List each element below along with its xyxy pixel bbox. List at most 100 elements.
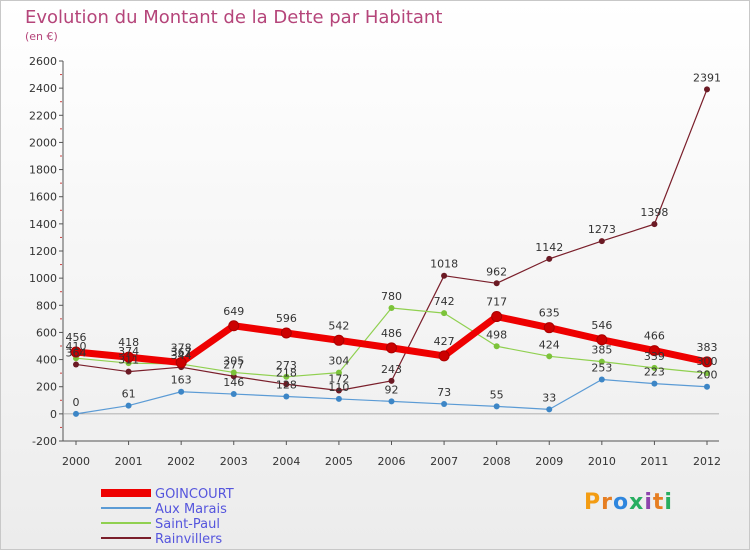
data-label-aux-marais: 128 xyxy=(276,378,297,391)
data-point-goincourt xyxy=(701,356,713,368)
data-point-rainvillers xyxy=(335,387,342,394)
data-point-saint-paul xyxy=(704,370,710,377)
data-point-saint-paul xyxy=(230,369,237,376)
data-label-saint-paul: 498 xyxy=(486,328,507,341)
y-tick-label: 200 xyxy=(36,381,57,394)
x-tick-label: 2003 xyxy=(220,455,248,468)
x-tick-label: 2009 xyxy=(535,455,563,468)
data-point-rainvillers xyxy=(598,238,605,245)
data-point-rainvillers xyxy=(651,221,658,228)
data-label-aux-marais: 163 xyxy=(171,374,192,387)
data-label-saint-paul: 410 xyxy=(66,340,87,353)
data-point-goincourt xyxy=(543,322,555,334)
data-label-aux-marais: 55 xyxy=(490,388,504,401)
data-label-saint-paul: 304 xyxy=(328,355,349,368)
data-point-aux-marais xyxy=(283,393,290,400)
data-label-saint-paul: 780 xyxy=(381,290,402,303)
y-tick-label: 800 xyxy=(36,299,57,312)
data-label-goincourt: 378 xyxy=(171,342,192,355)
data-point-saint-paul xyxy=(493,343,500,350)
x-axis-ticks: 2000 2001 2002 2003 2004 2005 2006 2007 2008 2009… xyxy=(62,441,721,468)
logo-letter: r xyxy=(601,490,613,515)
data-label-aux-marais: 223 xyxy=(644,366,665,379)
logo-letter: i xyxy=(664,490,673,515)
data-point-aux-marais xyxy=(125,402,132,409)
data-point-goincourt xyxy=(280,327,292,339)
data-label-goincourt: 486 xyxy=(381,327,402,340)
data-label-aux-marais: 200 xyxy=(697,369,718,382)
data-point-goincourt xyxy=(438,350,450,362)
data-point-saint-paul xyxy=(388,305,395,311)
legend-label-aux-marais: Aux Marais xyxy=(155,502,227,517)
data-point-aux-marais xyxy=(388,398,395,405)
data-label-aux-marais: 61 xyxy=(122,388,136,401)
y-tick-label: 1200 xyxy=(29,245,57,258)
chart-title: Evolution du Montant de la Dette par Hab… xyxy=(25,7,442,28)
y-tick-label: 1400 xyxy=(29,218,57,231)
logo-letter: x xyxy=(629,490,645,515)
logo-letter: t xyxy=(652,490,665,515)
data-label-rainvillers: 311 xyxy=(118,354,139,367)
data-label-saint-paul: 385 xyxy=(591,344,612,357)
data-point-saint-paul xyxy=(651,364,658,371)
data-label-rainvillers: 2391 xyxy=(693,71,721,84)
data-label-saint-paul: 367 xyxy=(171,346,192,359)
data-label-rainvillers: 962 xyxy=(486,265,507,278)
data-label-goincourt: 383 xyxy=(697,341,718,354)
logo-text: Proxiti xyxy=(584,490,673,515)
data-point-rainvillers xyxy=(546,255,553,262)
y-tick-label: -200 xyxy=(32,435,57,448)
x-tick-label: 2001 xyxy=(115,455,143,468)
y-tick-label: 2400 xyxy=(29,82,57,95)
data-label-saint-paul: 300 xyxy=(697,355,718,368)
data-label-goincourt: 427 xyxy=(434,335,455,348)
data-label-rainvillers: 1398 xyxy=(640,206,668,219)
data-point-aux-marais xyxy=(704,383,710,390)
data-label-rainvillers: 364 xyxy=(66,346,87,359)
data-labels: 364 311 344 277 218 172 243 1018 962 1142 1273 1398… xyxy=(66,71,722,408)
logo-letter: i xyxy=(644,490,653,515)
data-point-aux-marais xyxy=(546,406,553,413)
data-label-rainvillers: 1273 xyxy=(588,223,616,236)
y-axis-ticks: -200 0 200 400 600 800 1000 1200 1400 1600 1800 200… xyxy=(29,55,63,448)
data-point-goincourt xyxy=(333,334,345,346)
data-point-saint-paul xyxy=(546,353,553,360)
data-point-rainvillers xyxy=(125,368,132,375)
data-point-saint-paul xyxy=(335,369,342,376)
data-point-goincourt xyxy=(491,311,503,323)
x-tick-label: 2008 xyxy=(483,455,511,468)
x-tick-label: 2012 xyxy=(693,455,721,468)
data-label-rainvillers: 277 xyxy=(223,358,244,371)
y-tick-label: 1800 xyxy=(29,164,57,177)
data-label-saint-paul: 742 xyxy=(434,295,455,308)
data-point-goincourt xyxy=(386,342,397,354)
data-point-goincourt xyxy=(228,320,240,332)
data-label-goincourt: 466 xyxy=(644,330,665,343)
y-tick-label: 0 xyxy=(50,408,57,421)
data-label-rainvillers: 344 xyxy=(171,349,192,362)
data-point-saint-paul xyxy=(441,310,448,317)
data-label-goincourt: 542 xyxy=(328,319,349,332)
data-label-rainvillers: 243 xyxy=(381,363,402,376)
data-point-goincourt xyxy=(123,351,135,363)
y-tick-label: 1000 xyxy=(29,272,57,285)
data-label-aux-marais: 110 xyxy=(328,381,349,394)
data-point-rainvillers xyxy=(283,381,290,388)
y-tick-label: 1600 xyxy=(29,191,57,204)
data-point-goincourt xyxy=(175,357,187,369)
data-label-saint-paul: 424 xyxy=(539,338,560,351)
y-tick-label: 2200 xyxy=(29,109,57,122)
proxiti-logo: Proxiti xyxy=(584,490,673,515)
data-point-aux-marais xyxy=(598,376,605,383)
data-point-aux-marais xyxy=(335,395,342,402)
data-label-aux-marais: 33 xyxy=(542,391,556,404)
y-tick-label: 2000 xyxy=(29,136,57,149)
data-point-rainvillers xyxy=(441,272,448,279)
data-point-saint-paul xyxy=(598,358,605,365)
data-point-aux-marais xyxy=(493,403,500,410)
data-label-goincourt: 635 xyxy=(539,307,560,320)
x-tick-label: 2005 xyxy=(325,455,353,468)
